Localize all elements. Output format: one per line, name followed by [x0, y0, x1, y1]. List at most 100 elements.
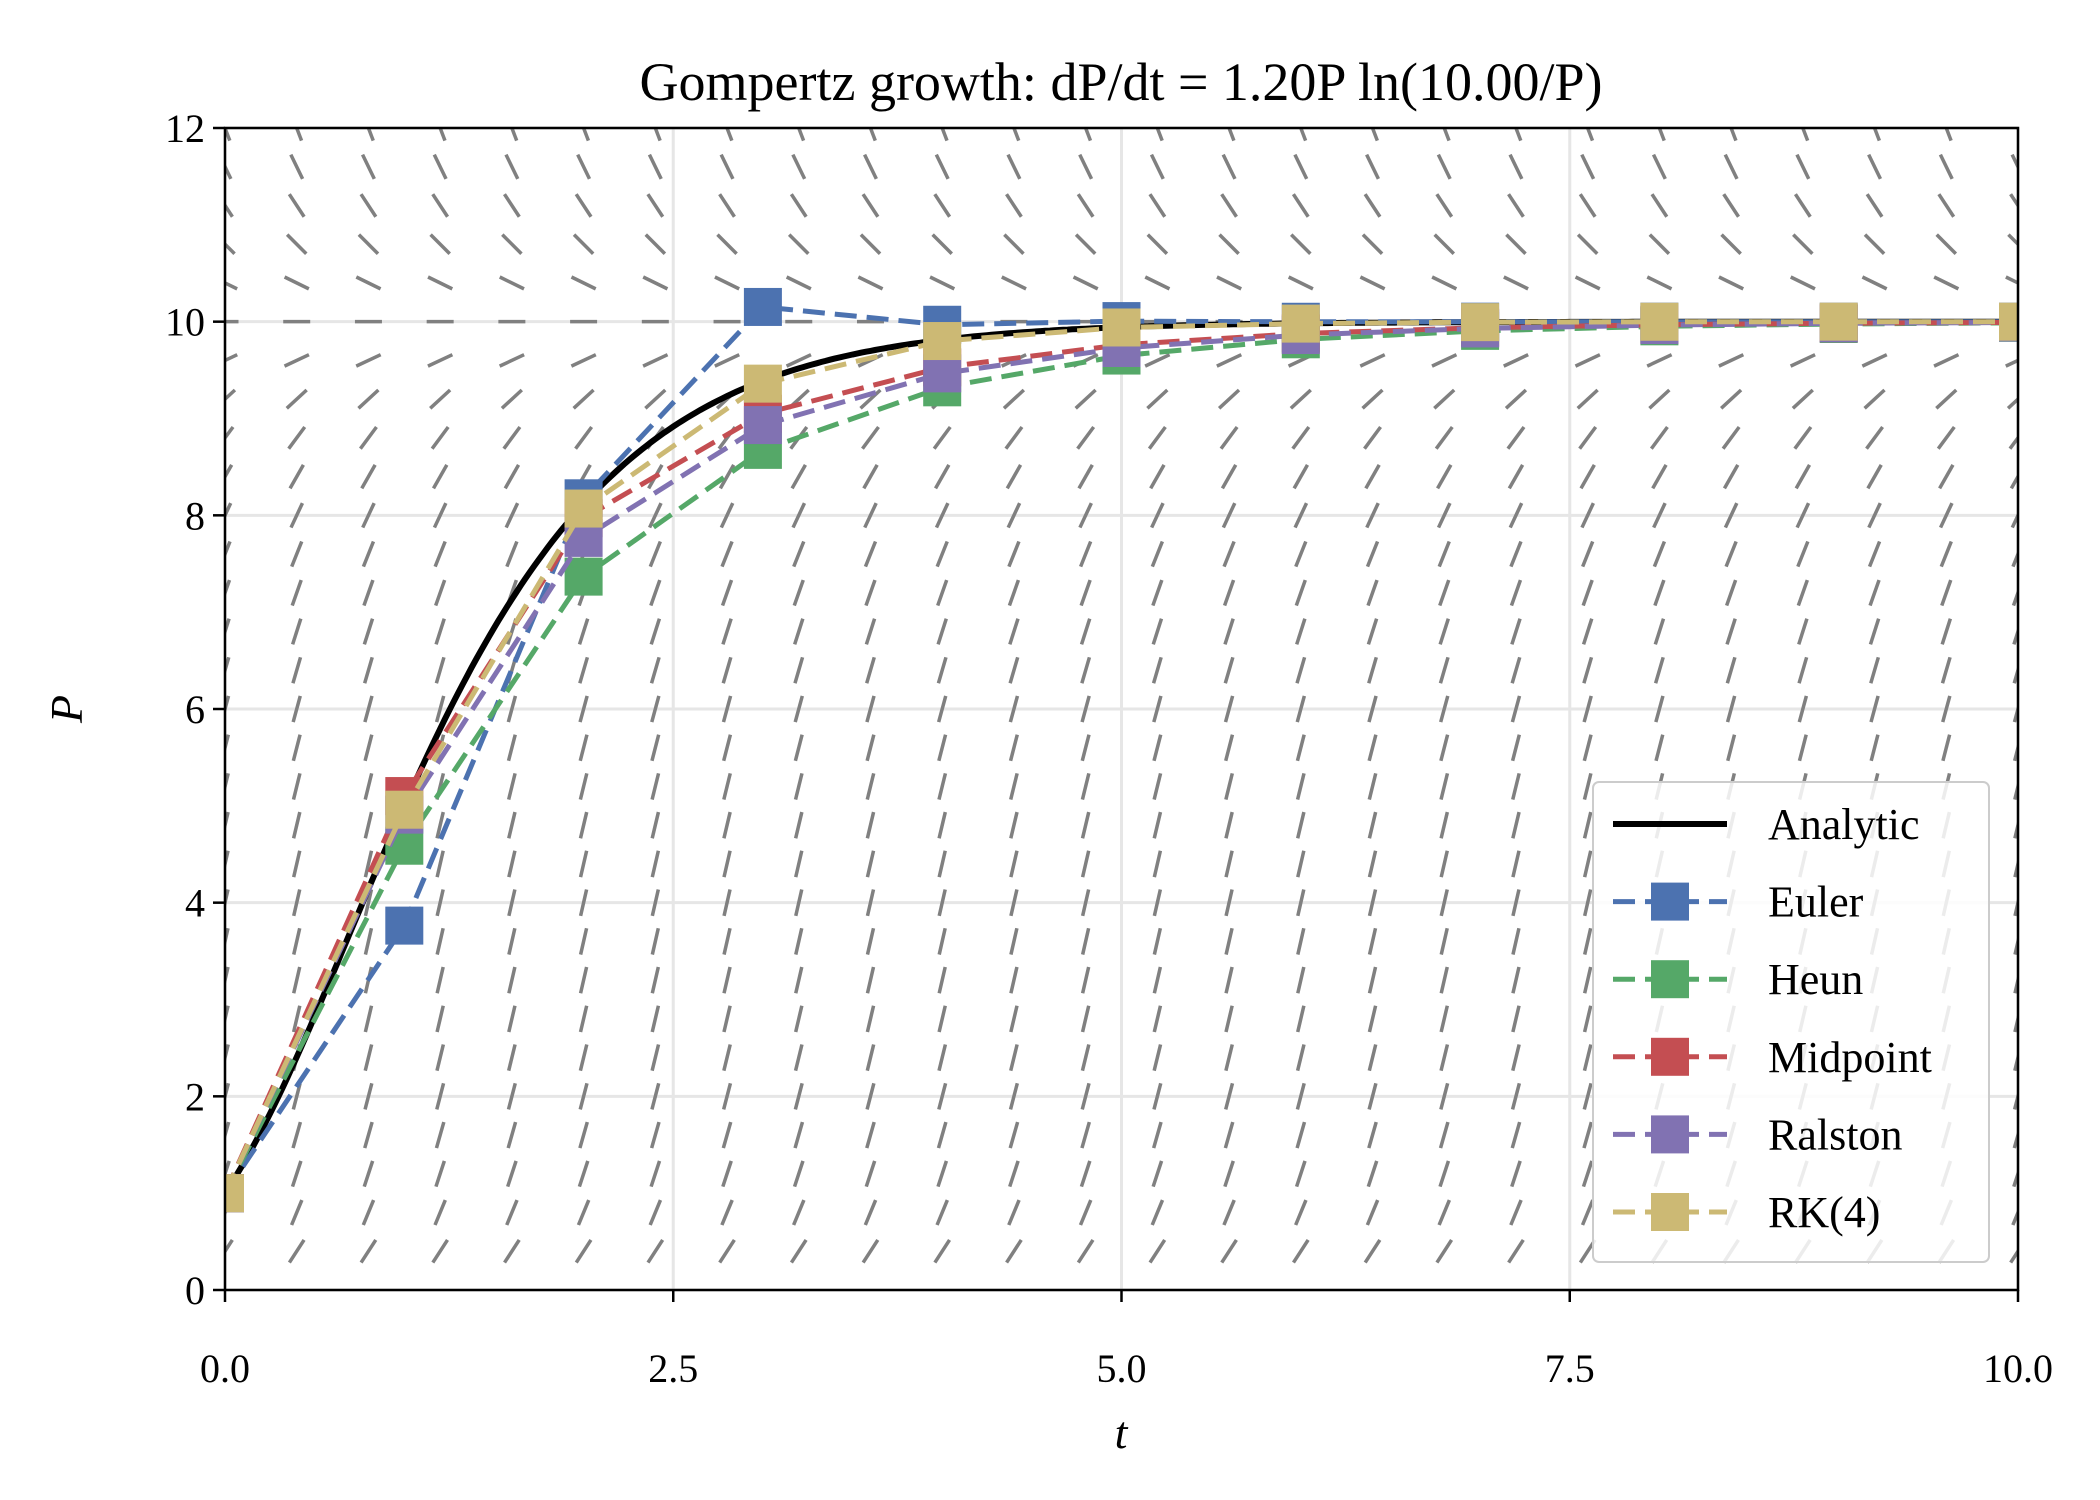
slope-segment: [1367, 734, 1378, 762]
slope-segment: [288, 464, 305, 490]
slope-segment: [360, 153, 376, 180]
slope-segment: [1224, 811, 1234, 839]
slope-segment: [792, 1160, 805, 1188]
slope-segment: [864, 618, 877, 645]
slope-segment: [1151, 1121, 1163, 1149]
slope-segment: [865, 695, 876, 723]
slope-segment: [1289, 388, 1312, 410]
slope-segment: [1797, 656, 1809, 684]
slope-segment: [225, 162, 233, 180]
legend-label-heun: Heun: [1768, 955, 1863, 1004]
slope-segment: [225, 1044, 230, 1066]
slope-segment: [366, 128, 375, 142]
slope-segment: [1150, 502, 1165, 529]
slope-segment: [359, 193, 378, 218]
slope-segment: [2005, 358, 2018, 368]
slope-segment: [1939, 540, 1953, 568]
slope-segment: [1936, 425, 1956, 450]
slope-segment: [721, 1121, 733, 1149]
slope-segment: [650, 772, 661, 800]
slope-segment: [225, 388, 237, 402]
slope-segment: [1295, 811, 1306, 839]
slope-segment: [1433, 388, 1456, 410]
slope-segment: [1724, 540, 1738, 568]
slope-segment: [1008, 656, 1020, 684]
slope-segment: [650, 1044, 661, 1072]
slope-segment: [719, 153, 735, 180]
slope-segment: [719, 502, 735, 529]
slope-segment: [1296, 1005, 1306, 1033]
slope-segment: [570, 275, 597, 291]
x-tick-label: 0.0: [200, 1346, 250, 1391]
slope-segment: [505, 540, 519, 568]
slope-segment: [1292, 464, 1309, 490]
y-tick-label: 10: [165, 300, 205, 345]
slope-segment: [1511, 966, 1521, 994]
slope-segment: [721, 1082, 733, 1110]
slope-segment: [1439, 889, 1449, 917]
slope-segment: [1294, 540, 1308, 568]
slope-segment: [507, 850, 517, 878]
slope-segment: [432, 502, 448, 529]
slope-segment: [793, 1005, 804, 1033]
slope-segment: [1725, 656, 1737, 684]
slope-segment: [1582, 966, 1593, 994]
slope-segment: [1365, 502, 1380, 529]
slope-segment: [1009, 850, 1019, 878]
slope-segment: [1365, 540, 1380, 568]
slope-segment: [1152, 1005, 1163, 1033]
slope-segment: [647, 153, 663, 180]
slope-segment: [225, 241, 236, 255]
slope-segment: [578, 811, 589, 839]
slope-segment: [794, 927, 804, 955]
slope-segment: [792, 579, 805, 607]
slope-segment: [718, 1238, 736, 1264]
slope-segment: [225, 772, 230, 794]
slope-segment: [1439, 850, 1449, 878]
slope-segment: [1223, 1121, 1235, 1149]
slope-segment: [435, 1005, 445, 1033]
slope-segment: [1216, 275, 1242, 291]
slope-segment: [1866, 464, 1883, 490]
slope-segment: [1221, 153, 1237, 180]
slope-segment: [363, 1005, 374, 1033]
legend-label-analytic: Analytic: [1768, 800, 1920, 849]
slope-segment: [572, 233, 595, 255]
slope-segment: [1148, 1238, 1167, 1264]
slope-segment: [1724, 579, 1738, 607]
slope-segment: [649, 579, 662, 607]
x-tick-label: 2.5: [648, 1346, 698, 1391]
slope-segment: [792, 540, 806, 568]
slope-segment: [1291, 193, 1310, 218]
y-axis-label: P: [41, 695, 92, 724]
slope-segment: [865, 811, 876, 839]
slope-segment: [362, 618, 375, 645]
slope-segment: [1298, 128, 1308, 142]
marker-rk4: [1281, 304, 1320, 343]
slope-segment: [937, 1005, 947, 1033]
y-tick-label: 2: [185, 1074, 205, 1119]
slope-segment: [1582, 1044, 1593, 1072]
slope-segment: [720, 579, 734, 607]
slope-segment: [1080, 656, 1092, 684]
slope-segment: [722, 966, 732, 994]
slope-segment: [1722, 464, 1740, 490]
slope-segment: [1296, 850, 1306, 878]
slope-segment: [650, 695, 661, 723]
slope-segment: [1793, 425, 1813, 450]
slope-segment: [721, 656, 733, 684]
slope-segment: [357, 233, 380, 255]
slope-segment: [503, 193, 521, 218]
slope-segment: [863, 502, 878, 529]
slope-segment: [1367, 695, 1378, 723]
slope-segment: [1002, 388, 1026, 410]
slope-segment: [1294, 1160, 1307, 1188]
slope-segment: [1146, 388, 1169, 410]
slope-segment: [574, 193, 593, 218]
slope-segment: [935, 540, 949, 568]
slope-segment: [1940, 618, 1953, 645]
slope-segment: [650, 966, 661, 994]
slope-segment: [510, 128, 519, 142]
slope-segment: [504, 153, 520, 180]
slope-segment: [649, 618, 662, 645]
